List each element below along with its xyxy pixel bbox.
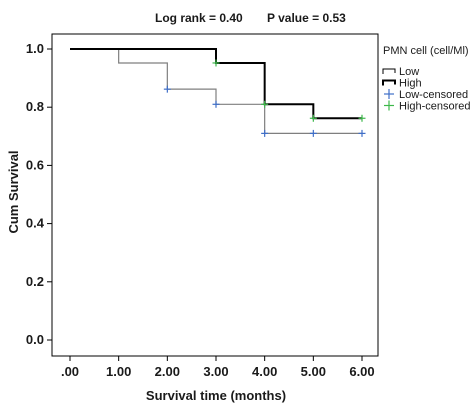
y-tick-label: 0.6 — [26, 157, 44, 172]
legend-label: Low-censored — [399, 89, 468, 101]
legend-item-high: High — [382, 78, 422, 90]
x-tick-label: .00 — [61, 364, 79, 379]
series-low-line — [70, 48, 362, 134]
legend-title: PMN cell (cell/Ml) — [383, 45, 469, 57]
log-rank-label: Log rank = 0.40 — [155, 11, 243, 25]
x-tick-label: 3.00 — [203, 364, 228, 379]
legend-item-low: Low — [382, 66, 419, 78]
x-tick-label: 1.00 — [106, 364, 131, 379]
y-axis-label: Cum Survival — [6, 150, 21, 233]
legend-label: Low — [399, 66, 419, 78]
p-value-label: P value = 0.53 — [267, 11, 346, 25]
y-tick-label: 0.0 — [26, 332, 44, 347]
censor-mark-low-censored — [261, 129, 269, 137]
legend-swatch — [382, 79, 396, 86]
legend-label: High — [399, 78, 422, 90]
x-tick-label: 4.00 — [252, 364, 277, 379]
y-tick-label: 0.2 — [26, 274, 44, 289]
x-tick-label: 6.00 — [349, 364, 374, 379]
x-tick-label: 2.00 — [155, 364, 180, 379]
legend: PMN cell (cell/Ml) LowHighLow-censoredHi… — [382, 45, 471, 113]
y-tick-label: 0.8 — [26, 99, 44, 114]
legend-item-high-censored: High-censored — [384, 100, 471, 113]
censor-mark-low-censored — [309, 129, 317, 137]
legend-swatch — [382, 68, 396, 74]
series-high-line — [70, 48, 362, 120]
legend-item-low-censored: Low-censored — [384, 89, 468, 101]
censor-mark-low-censored — [212, 100, 220, 108]
x-tick-label: 5.00 — [301, 364, 326, 379]
censor-mark-low-censored — [358, 129, 366, 137]
y-tick-label: 1.0 — [26, 41, 44, 56]
legend-label: High-censored — [399, 101, 471, 113]
plot-frame — [51, 33, 379, 357]
y-tick-label: 0.4 — [26, 216, 45, 231]
censor-mark-low-censored — [163, 85, 171, 93]
censor-mark-high-censored — [309, 114, 317, 122]
censor-mark-high-censored — [358, 114, 366, 122]
x-axis-label: Survival time (months) — [146, 388, 286, 403]
censor-mark-high-censored — [261, 100, 269, 108]
censor-mark-high-censored — [212, 59, 220, 67]
